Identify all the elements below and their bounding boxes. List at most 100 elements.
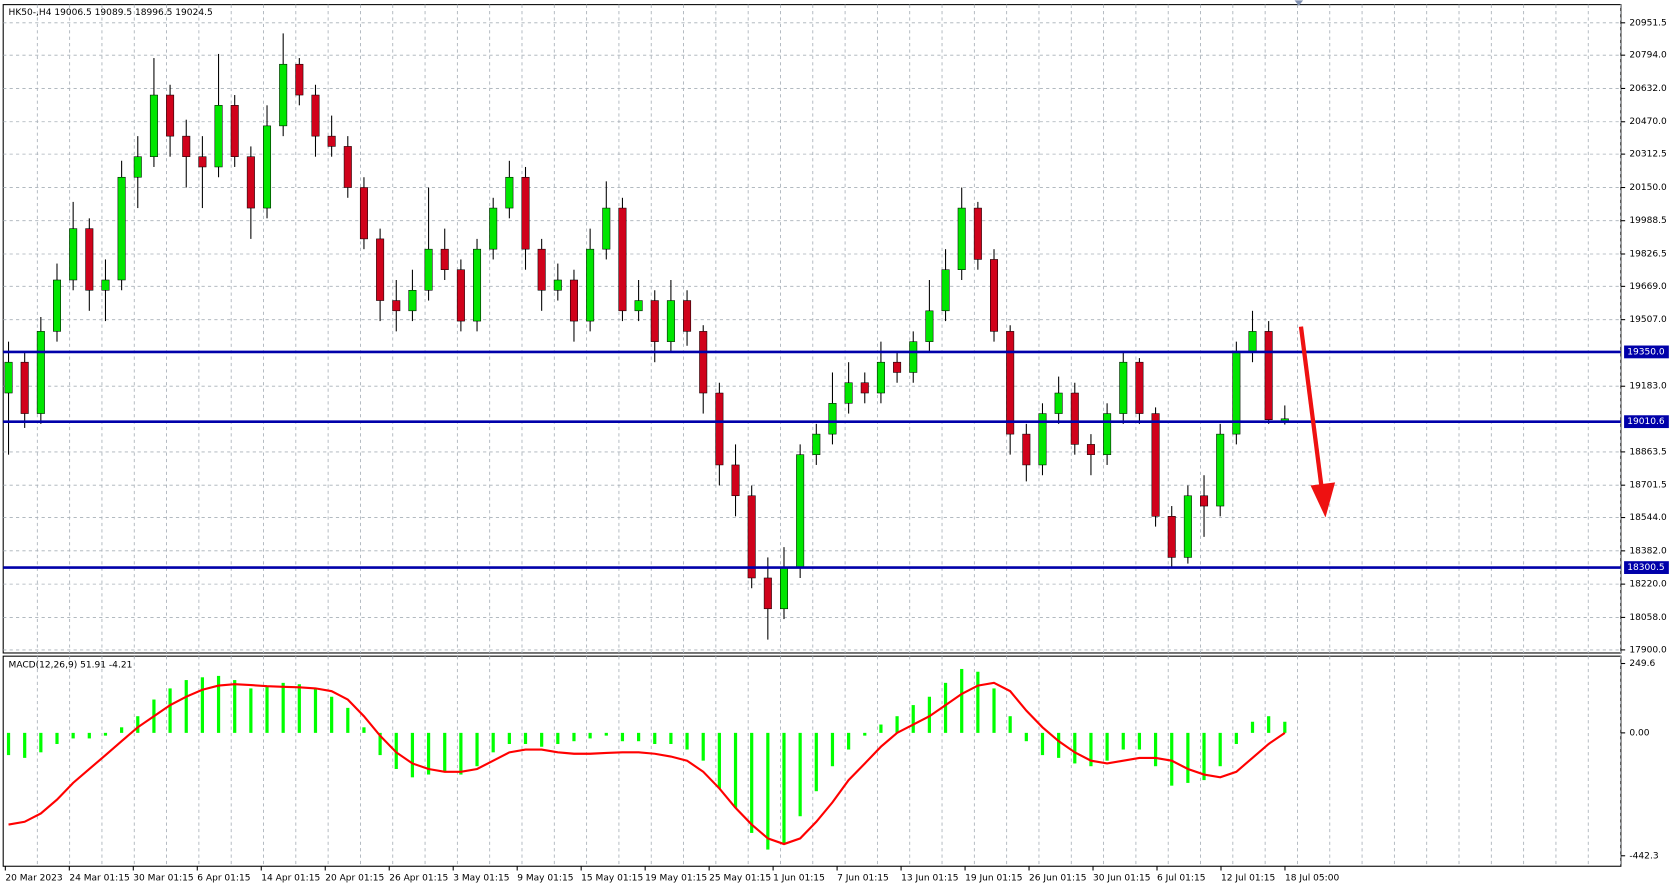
high: 19089.5 <box>95 8 132 18</box>
x-tick-label: 3 May 01:15 <box>453 873 509 883</box>
header: HK50-,H4 19006.5 19089.5 18996.5 19024.5 <box>9 8 213 18</box>
macd-signal: -4.21 <box>109 660 132 670</box>
candle-body <box>166 94 175 137</box>
macd-bar <box>960 668 964 733</box>
candle-body <box>327 135 336 147</box>
macd-header: MACD(12,26,9) 51.91 -4.21 <box>9 660 133 670</box>
macd-bar <box>798 732 802 817</box>
macd-bar <box>216 675 221 733</box>
macd-bar <box>1250 721 1255 733</box>
y-tick-label: 20312.5 <box>1629 150 1666 160</box>
macd-bar <box>943 682 948 733</box>
candle-body <box>279 63 288 127</box>
candle-body <box>489 207 498 250</box>
arrow-shaft <box>1298 326 1325 494</box>
x-tick-label: 14 Apr 01:15 <box>261 873 320 883</box>
candle-body <box>214 105 223 168</box>
candle-body <box>1248 331 1257 353</box>
x-tick-label: 19 May 01:15 <box>645 873 707 883</box>
macd-bar <box>103 732 108 736</box>
macd-bar <box>362 727 366 733</box>
level-label: 19010.6 <box>1627 417 1665 427</box>
candle-body <box>876 361 885 394</box>
macd-bar <box>1008 716 1012 733</box>
candle-body <box>392 300 401 312</box>
macd-bar <box>717 732 721 789</box>
candle-body <box>473 248 482 322</box>
macd-bar <box>992 688 996 733</box>
candle-body <box>650 300 659 342</box>
candle-body <box>909 341 918 373</box>
candle-body <box>779 567 788 610</box>
candle-body <box>925 310 934 342</box>
macd-bar <box>120 727 124 733</box>
y-tick-label: 18863.5 <box>1629 447 1666 457</box>
candle-body <box>246 156 255 209</box>
candle-body <box>343 146 352 188</box>
candle-body <box>1183 495 1192 558</box>
marks: 20951.5 20794.0 20632.0 20470.0 20312.5 20150… <box>3 18 1669 883</box>
shift-marker <box>1294 0 1304 6</box>
candle-body <box>1151 413 1160 517</box>
macd-bar <box>475 732 479 767</box>
x-tick-label: 25 May 01:15 <box>709 873 771 883</box>
candle-body <box>683 300 692 332</box>
candle-body <box>860 382 869 394</box>
macd-bar <box>6 732 11 756</box>
macd-bar <box>604 732 608 736</box>
x-tick-label: 9 May 01:15 <box>517 873 573 883</box>
macd-title: MACD(12,26,9) <box>9 660 78 670</box>
macd-bar <box>1283 721 1287 733</box>
x-tick-label: 7 Jun 01:15 <box>837 873 889 883</box>
y-tick-label: 20794.0 <box>1629 51 1667 61</box>
candle-body <box>149 94 158 157</box>
candle-body <box>4 361 13 394</box>
macd-bar <box>200 677 204 733</box>
candle-body <box>52 279 61 332</box>
arrow-head <box>1310 482 1336 518</box>
y-tick-label: 17900.0 <box>1629 645 1667 655</box>
y-tick-label: 19669.0 <box>1629 282 1667 292</box>
y-tick-label: 0.00 <box>1629 728 1649 738</box>
candle-body <box>1135 361 1144 414</box>
y-tick-label: 19507.0 <box>1629 315 1667 325</box>
candle-body <box>359 187 368 240</box>
macd-bar <box>1186 732 1190 783</box>
macd-bar <box>330 696 334 733</box>
macd-bar <box>1024 732 1028 742</box>
macd-bar <box>588 732 592 739</box>
macd-bar <box>1267 716 1271 733</box>
level-label: 18300.5 <box>1627 563 1664 573</box>
macd-bar <box>184 680 188 733</box>
macd-bar <box>733 732 738 808</box>
macd-bar <box>281 682 285 733</box>
macd-bar <box>572 732 576 742</box>
candle-body <box>424 248 433 291</box>
candle-body <box>311 94 320 137</box>
candle-body <box>36 331 45 414</box>
candle-body <box>1264 331 1273 420</box>
y-tick-label: 19826.5 <box>1629 249 1666 259</box>
candle-body <box>1070 392 1079 445</box>
macd-main: 51.91 <box>80 660 106 670</box>
macd-bar <box>863 732 867 736</box>
candle-body <box>1216 433 1225 507</box>
candle-body <box>618 207 627 312</box>
candle-body <box>812 433 821 455</box>
candle-body <box>973 207 982 260</box>
candle-body <box>731 464 740 497</box>
candle-body <box>1119 361 1128 414</box>
symbol: HK50-,H4 <box>9 8 52 18</box>
candle-body <box>440 248 449 270</box>
candle-body <box>133 156 142 178</box>
x-tick-label: 24 Mar 01:15 <box>69 873 129 883</box>
macd-bar <box>766 732 770 850</box>
y-tick-label: 18544.0 <box>1629 513 1667 523</box>
macd-bar <box>540 732 544 747</box>
macd-bar <box>459 732 463 775</box>
macd-bar <box>1153 732 1158 767</box>
candle-body <box>1022 433 1031 466</box>
macd-bar <box>87 732 91 739</box>
